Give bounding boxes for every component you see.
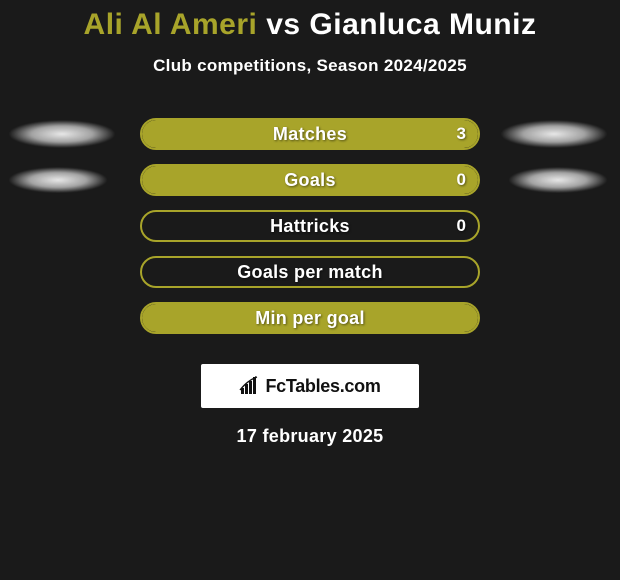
logo-text: FcTables.com <box>265 376 380 397</box>
stat-value: 0 <box>457 216 466 236</box>
glow-ellipse-left <box>8 120 116 148</box>
stat-bar: Matches 3 <box>140 118 480 150</box>
stat-row: Hattricks 0 <box>0 210 620 242</box>
stat-value: 0 <box>457 170 466 190</box>
player1-name: Ali Al Ameri <box>84 8 258 41</box>
stat-label: Goals <box>284 170 336 191</box>
stat-bar: Min per goal <box>140 302 480 334</box>
stat-label: Matches <box>273 124 347 145</box>
stats-container: Matches 3 Goals 0 Hattricks 0 Goals per match M… <box>0 118 620 334</box>
vs-label: vs <box>266 8 300 41</box>
fctables-logo[interactable]: FcTables.com <box>201 364 419 408</box>
stat-bar: Goals 0 <box>140 164 480 196</box>
glow-ellipse-right <box>500 120 608 148</box>
page-title: Ali Al Ameri vs Gianluca Muniz <box>0 0 620 42</box>
stat-label: Min per goal <box>255 308 365 329</box>
stat-bar: Hattricks 0 <box>140 210 480 242</box>
stat-row: Matches 3 <box>0 118 620 150</box>
stat-bar: Goals per match <box>140 256 480 288</box>
subtitle: Club competitions, Season 2024/2025 <box>0 56 620 76</box>
stat-value: 3 <box>457 124 466 144</box>
player2-name: Gianluca Muniz <box>309 8 536 41</box>
glow-ellipse-left <box>8 167 108 193</box>
snapshot-date: 17 february 2025 <box>0 426 620 447</box>
stat-row: Goals 0 <box>0 164 620 196</box>
stat-label: Goals per match <box>237 262 383 283</box>
glow-ellipse-right <box>508 167 608 193</box>
stat-label: Hattricks <box>270 216 350 237</box>
stat-row: Min per goal <box>0 302 620 334</box>
bar-chart-icon <box>239 376 261 396</box>
stat-row: Goals per match <box>0 256 620 288</box>
